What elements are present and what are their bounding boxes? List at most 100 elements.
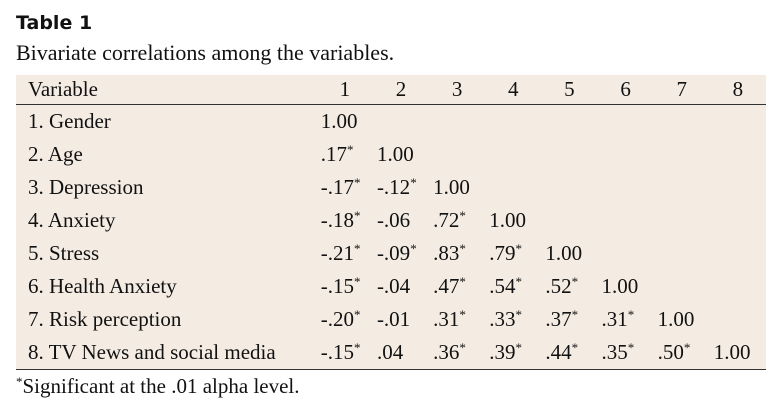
table-cell: -.18* xyxy=(317,204,373,237)
cell-value: -.04 xyxy=(376,274,411,298)
cell-value: -.12 xyxy=(376,175,411,199)
table-cell: .31* xyxy=(429,303,485,336)
table-cell: 1.00 xyxy=(373,138,429,171)
table-cell xyxy=(710,237,766,270)
table-cell: -.15* xyxy=(317,270,373,303)
table-row: 1. Gender 1.00 xyxy=(16,105,766,139)
table-row: 5. Stress -.21* -.09* .83* .79* 1.00 xyxy=(16,237,766,270)
significance-mark: * xyxy=(459,340,466,355)
cell-value: -.06 xyxy=(376,208,411,232)
row-label: 6. Health Anxiety xyxy=(28,274,177,298)
cell-value: .83 xyxy=(433,241,460,265)
row-label: 5. Stress xyxy=(28,241,100,265)
table-row: 3. Depression -.17* -.12* 1.00 xyxy=(16,171,766,204)
table-cell xyxy=(654,237,710,270)
table-cell: .36* xyxy=(429,336,486,370)
table-cell: 1.00 xyxy=(709,336,766,370)
table-cell xyxy=(710,105,766,139)
table-cell: .31* xyxy=(598,303,654,336)
table-cell: -.04 xyxy=(373,270,429,303)
header-cell: 6 xyxy=(597,75,654,105)
table-cell: 1.00 xyxy=(485,204,541,237)
footnote-text: Significant at the .01 alpha level. xyxy=(22,374,300,398)
table-cell: .54* xyxy=(485,270,541,303)
footnote-mark: * xyxy=(16,374,23,389)
significance-mark: * xyxy=(571,340,579,355)
cell-value: .47 xyxy=(433,274,460,298)
table-cell xyxy=(654,270,710,303)
table-cell xyxy=(541,138,597,171)
table-cell xyxy=(429,105,485,139)
cell-value: 1.00 xyxy=(601,274,639,298)
table-row: 4. Anxiety -.18* -.06.72* 1.00 xyxy=(16,204,766,237)
table-cell: .83* xyxy=(429,237,485,270)
row-label: 8. TV News and social media xyxy=(16,336,317,370)
table-cell xyxy=(654,204,710,237)
table-row: 6. Health Anxiety -.15* -.04.47* .54* .52* 1.… xyxy=(16,270,766,303)
table-cell: .17* xyxy=(317,138,373,171)
header-cell: Variable xyxy=(16,75,317,105)
table-cell: 1.00 xyxy=(317,105,373,139)
table-cell xyxy=(429,138,485,171)
significance-mark: * xyxy=(354,307,361,322)
cell-value: 1.00 xyxy=(320,109,358,133)
cell-value: .52 xyxy=(545,274,572,298)
cell-value: .37 xyxy=(545,307,572,331)
significance-mark: * xyxy=(627,307,635,322)
significance-mark: * xyxy=(627,340,635,355)
cell-value: 1.00 xyxy=(433,175,470,199)
significance-mark: * xyxy=(354,175,361,190)
table-cell xyxy=(485,138,541,171)
cell-value: .72 xyxy=(433,208,460,232)
significance-mark: * xyxy=(571,307,579,322)
significance-mark: * xyxy=(354,241,361,256)
table-cell xyxy=(654,171,710,204)
significance-mark: * xyxy=(683,340,691,355)
cell-value: 1.00 xyxy=(545,241,583,265)
cell-value: -.21 xyxy=(320,241,355,265)
table-cell xyxy=(654,105,710,139)
cell-value: .04 xyxy=(376,340,404,364)
cell-value: .31 xyxy=(433,307,460,331)
table-row: 8. TV News and social media -.15* .04.36*.… xyxy=(16,336,766,370)
table-row: 7. Risk perception -.20* -.01.31* .33* .37*.… xyxy=(16,303,766,336)
table-cell xyxy=(485,105,541,139)
table-cell xyxy=(541,171,597,204)
table-cell: .39* xyxy=(485,336,542,370)
table-body: 1. Gender 1.00 2. Age .17* 1.00 3. Depression… xyxy=(16,105,766,370)
cell-value: .79 xyxy=(489,241,516,265)
significance-mark: * xyxy=(515,340,522,355)
header-row: Variable 1 2 3 4 5 6 7 8 xyxy=(16,75,766,105)
table-cell: .04 xyxy=(372,336,430,370)
header-cell: 8 xyxy=(709,75,766,105)
header-cell: 7 xyxy=(653,75,710,105)
table-cell: .44* xyxy=(541,336,598,370)
table-cell xyxy=(598,204,654,237)
table-cell xyxy=(710,204,766,237)
row-label: 7. Risk perception xyxy=(28,307,182,331)
table-cell: -.09* xyxy=(373,237,429,270)
cell-value: 1.00 xyxy=(657,307,695,331)
cell-value: -.17 xyxy=(320,175,355,199)
table-cell: -.17* xyxy=(317,171,373,204)
cell-value: .39 xyxy=(489,340,516,364)
cell-value: .17 xyxy=(320,142,348,166)
cell-value: 1.00 xyxy=(713,340,751,364)
cell-value: 1.00 xyxy=(489,208,526,232)
footnote: *Significant at the .01 alpha level. xyxy=(16,374,300,399)
table-cell: .79* xyxy=(485,237,541,270)
cell-value: .33 xyxy=(489,307,516,331)
table-cell xyxy=(485,171,541,204)
table-cell: .35* xyxy=(597,336,654,370)
table-cell xyxy=(598,105,654,139)
cell-value: -.18 xyxy=(320,208,355,232)
table-cell xyxy=(710,303,766,336)
table-cell: -.12* xyxy=(373,171,429,204)
table-cell xyxy=(654,138,710,171)
significance-mark: * xyxy=(571,274,579,289)
significance-mark: * xyxy=(459,307,466,322)
row-label: 3. Depression xyxy=(28,175,144,199)
header-cell: 3 xyxy=(429,75,486,105)
table-cell: 1.00 xyxy=(429,171,485,204)
